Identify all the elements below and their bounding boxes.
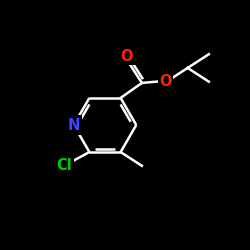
Text: Cl: Cl bbox=[56, 158, 72, 173]
Text: O: O bbox=[120, 49, 133, 64]
Text: O: O bbox=[160, 74, 172, 89]
Text: N: N bbox=[68, 118, 80, 132]
